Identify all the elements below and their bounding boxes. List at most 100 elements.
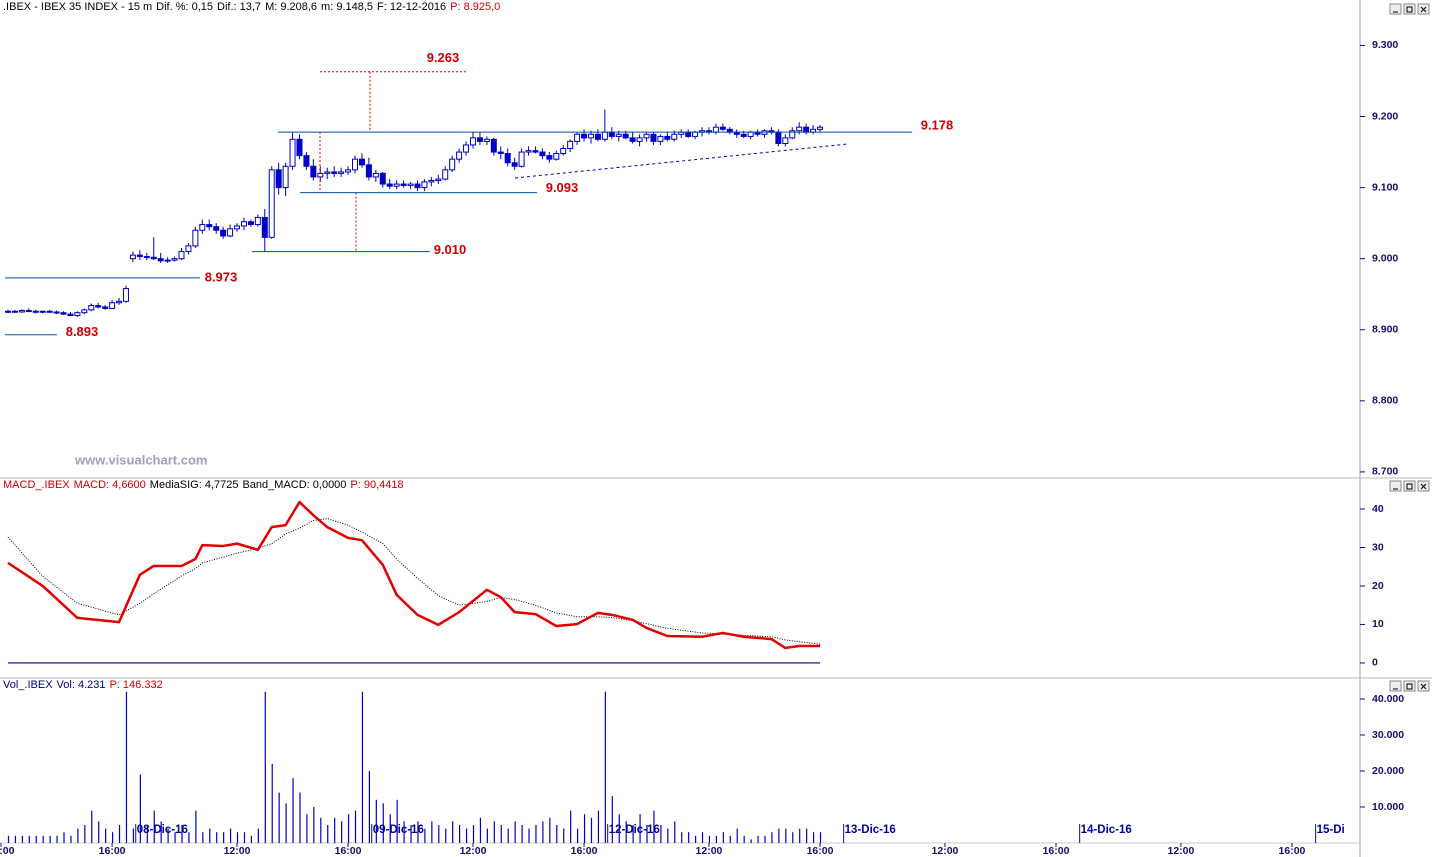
candle-body — [268, 169, 275, 238]
candle-body — [254, 216, 261, 226]
candle-body — [282, 165, 289, 189]
candle-body — [511, 162, 518, 167]
minimize-button[interactable] — [1389, 680, 1402, 692]
candle-body — [25, 310, 32, 313]
level-label: 9.010 — [434, 242, 467, 257]
candle-body — [560, 148, 567, 154]
candle-body — [157, 258, 164, 262]
candle-body — [740, 133, 747, 137]
candle-body — [594, 133, 601, 140]
candle-body — [428, 179, 435, 183]
date-label: 14-Dic-16 — [1081, 824, 1132, 836]
candle-body — [775, 131, 782, 145]
candle-body — [310, 165, 317, 178]
icon — [1406, 483, 1413, 490]
header-last: P: 90,4418 — [350, 479, 403, 491]
y-tick-label: 20.000 — [1372, 765, 1404, 777]
y-tick-label: 8.800 — [1372, 395, 1398, 407]
candle-body — [483, 138, 490, 142]
pane-header: .IBEX - IBEX 35 INDEX - 15 m Dif. %: 0,15… — [3, 1, 500, 13]
candle-body — [143, 256, 150, 259]
macd-line — [7, 500, 821, 650]
candle-body — [213, 226, 220, 231]
y-tick-label: 9.000 — [1372, 252, 1398, 264]
candle-body — [803, 126, 810, 133]
candle-body — [324, 171, 331, 174]
y-tick-label: 0 — [1372, 657, 1378, 669]
y-tick-label: 30.000 — [1372, 729, 1404, 741]
candle-body — [650, 133, 657, 142]
minimize-button[interactable] — [1389, 3, 1402, 15]
candle-body — [95, 305, 102, 308]
candle-body — [476, 137, 483, 142]
header-title: Vol_.IBEX — [3, 679, 53, 691]
icon — [1420, 6, 1427, 13]
candle-body — [719, 126, 726, 130]
maximize-button[interactable] — [1403, 3, 1416, 15]
header-last: P: 8.925,0 — [450, 1, 500, 13]
y-tick-label: 9.100 — [1372, 181, 1398, 193]
x-tick-label: 16:00 — [335, 845, 362, 857]
x-tick-label: 16:00 — [571, 845, 598, 857]
maximize-button[interactable] — [1403, 680, 1416, 692]
y-tick-label: 9.200 — [1372, 110, 1398, 122]
candle-body — [67, 313, 74, 317]
pane-buttons[interactable] — [1389, 3, 1430, 692]
candle-body — [442, 169, 449, 180]
header-stat: Vol: 4.231 — [57, 679, 106, 691]
header-last: P: 146.332 — [109, 679, 162, 691]
candle-body — [636, 137, 643, 142]
candle-body — [88, 305, 95, 311]
y-tick-label: 8.900 — [1372, 324, 1398, 336]
candle-body — [171, 258, 178, 261]
candle-body — [164, 259, 171, 262]
header-title: .IBEX - IBEX 35 INDEX - 15 m — [3, 1, 152, 13]
candle-body — [199, 224, 206, 231]
candle-body — [81, 309, 88, 314]
candle-body — [261, 216, 268, 238]
candle-body — [386, 183, 393, 187]
candle-body — [331, 171, 338, 174]
y-tick-label: 20 — [1372, 580, 1384, 592]
candle-body — [109, 302, 116, 309]
candle-body — [39, 310, 46, 313]
candle-body — [629, 137, 636, 142]
candle-body — [581, 133, 588, 139]
candle-body — [782, 137, 789, 145]
icon — [1406, 6, 1413, 13]
candle-body — [601, 131, 608, 140]
icon — [1420, 483, 1427, 490]
x-tick-label: 12:00 — [460, 845, 487, 857]
maximize-button[interactable] — [1403, 480, 1416, 492]
candle-body — [685, 131, 692, 137]
candle-body — [497, 151, 504, 154]
header-stat: M: 9.208,6 — [265, 1, 317, 13]
candle-body — [539, 151, 546, 157]
candle-body — [289, 138, 296, 167]
candle-body — [435, 178, 442, 181]
x-tick-label: 16:00 — [99, 845, 126, 857]
candle-body — [365, 164, 372, 178]
header-stat: m: 9.148,5 — [321, 1, 373, 13]
candle-body — [615, 133, 622, 137]
candle-body — [227, 228, 234, 237]
level-label: 8.973 — [205, 269, 238, 284]
candle-body — [407, 183, 414, 186]
candle-body — [11, 310, 18, 313]
candle-body — [608, 131, 615, 137]
candle-body — [303, 155, 310, 167]
minimize-button[interactable] — [1389, 480, 1402, 492]
candle-body — [574, 133, 581, 142]
candle-body — [358, 158, 365, 166]
pane-header: MACD_.IBEX MACD: 4,6600 MediaSIG: 4,7725 Ba… — [3, 479, 404, 491]
candle-body — [4, 310, 11, 313]
header-stat: F: 12-12-2016 — [377, 1, 446, 13]
candle-body — [247, 221, 254, 226]
candle-body — [747, 131, 754, 137]
candle-body — [692, 131, 699, 137]
candle-body — [587, 133, 594, 139]
date-label: 08-Dic-16 — [137, 824, 188, 836]
header-stat: Dif. %: 0,15 — [156, 1, 213, 13]
candle-body — [46, 310, 53, 313]
candle-body — [414, 183, 421, 189]
